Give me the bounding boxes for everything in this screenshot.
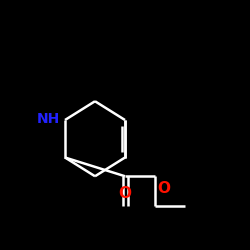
Text: NH: NH [37, 112, 60, 126]
Text: O: O [118, 186, 132, 201]
Text: O: O [158, 181, 170, 196]
